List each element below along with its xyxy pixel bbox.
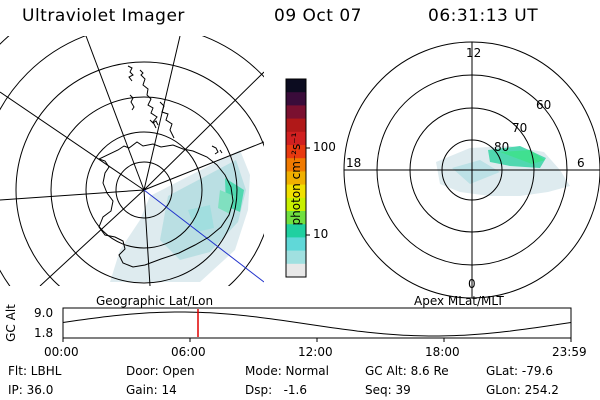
footer-seq: Seq: 39 [365,383,411,397]
footer-glon: GLon: 254.2 [486,383,559,397]
colorbar-segment [286,118,306,133]
timeline-ylabel: GC Alt [4,304,18,342]
mlt-label-12: 12 [466,46,482,60]
colorbar-tick-100: 100 [313,140,336,154]
colorbar-segment [286,263,306,278]
aurora-emission-left [110,150,250,282]
timeline-xtick-0600: 06:00 [171,345,206,359]
timeline-xtick-1800: 18:00 [425,345,460,359]
colorbar-segment [286,131,306,146]
altitude-timeline [62,307,572,342]
colorbar-segment [286,237,306,252]
mlt-label-18: 18 [346,156,362,170]
apex-map-label: Apex MLat/MLT [414,294,504,308]
footer-filter: Flt: LBHL [8,364,62,378]
timeline-xtick-1200: 12:00 [298,345,333,359]
timeline-xtick-2359: 23:59 [552,345,587,359]
footer-gc-alt: GC Alt: 8.6 Re [365,364,449,378]
footer-dsp: Dsp: -1.6 [245,383,308,397]
lat-label-80: 80 [494,140,510,154]
colorbar-segment [286,158,306,172]
footer-mode: Mode: Normal [245,364,329,378]
lat-label-60: 60 [536,98,552,112]
colorbar-segment [286,184,306,199]
mlt-label-6: 6 [577,156,585,170]
colorbar-segment [286,171,306,186]
colorbar-segment [286,92,306,106]
colorbar-segment [286,105,306,120]
timeline-ytick-1.8: 1.8 [34,326,54,340]
lat-label-70: 70 [512,121,528,135]
colorbar-unit-label: photon cm⁻²s⁻¹ [289,132,303,226]
colorbar-segment [286,224,306,238]
colorbar-segment [286,79,306,93]
coastline [97,65,234,268]
header-date: 09 Oct 07 [274,6,362,26]
timeline-ytick-9: 9.0 [34,306,54,320]
header-title: Ultraviolet Imager [22,6,185,26]
footer-door: Door: Open [126,364,195,378]
colorbar-segment [286,250,306,265]
footer-gain: Gain: 14 [126,383,177,397]
colorbar [286,79,306,278]
mlt-label-0: 0 [468,277,476,291]
apex-map [343,41,600,299]
footer-ip: IP: 36.0 [8,383,54,397]
colorbar-tick-10: 10 [313,227,329,241]
colorbar-segment [286,211,306,225]
footer-glat: GLat: -79.6 [486,364,553,378]
colorbar-segment [286,145,306,159]
colorbar-segment [286,197,306,212]
geographic-map-label: Geographic Lat/Lon [96,294,214,308]
timeline-xtick-0000: 00:00 [44,345,79,359]
header-time: 06:31:13 UT [428,6,539,26]
